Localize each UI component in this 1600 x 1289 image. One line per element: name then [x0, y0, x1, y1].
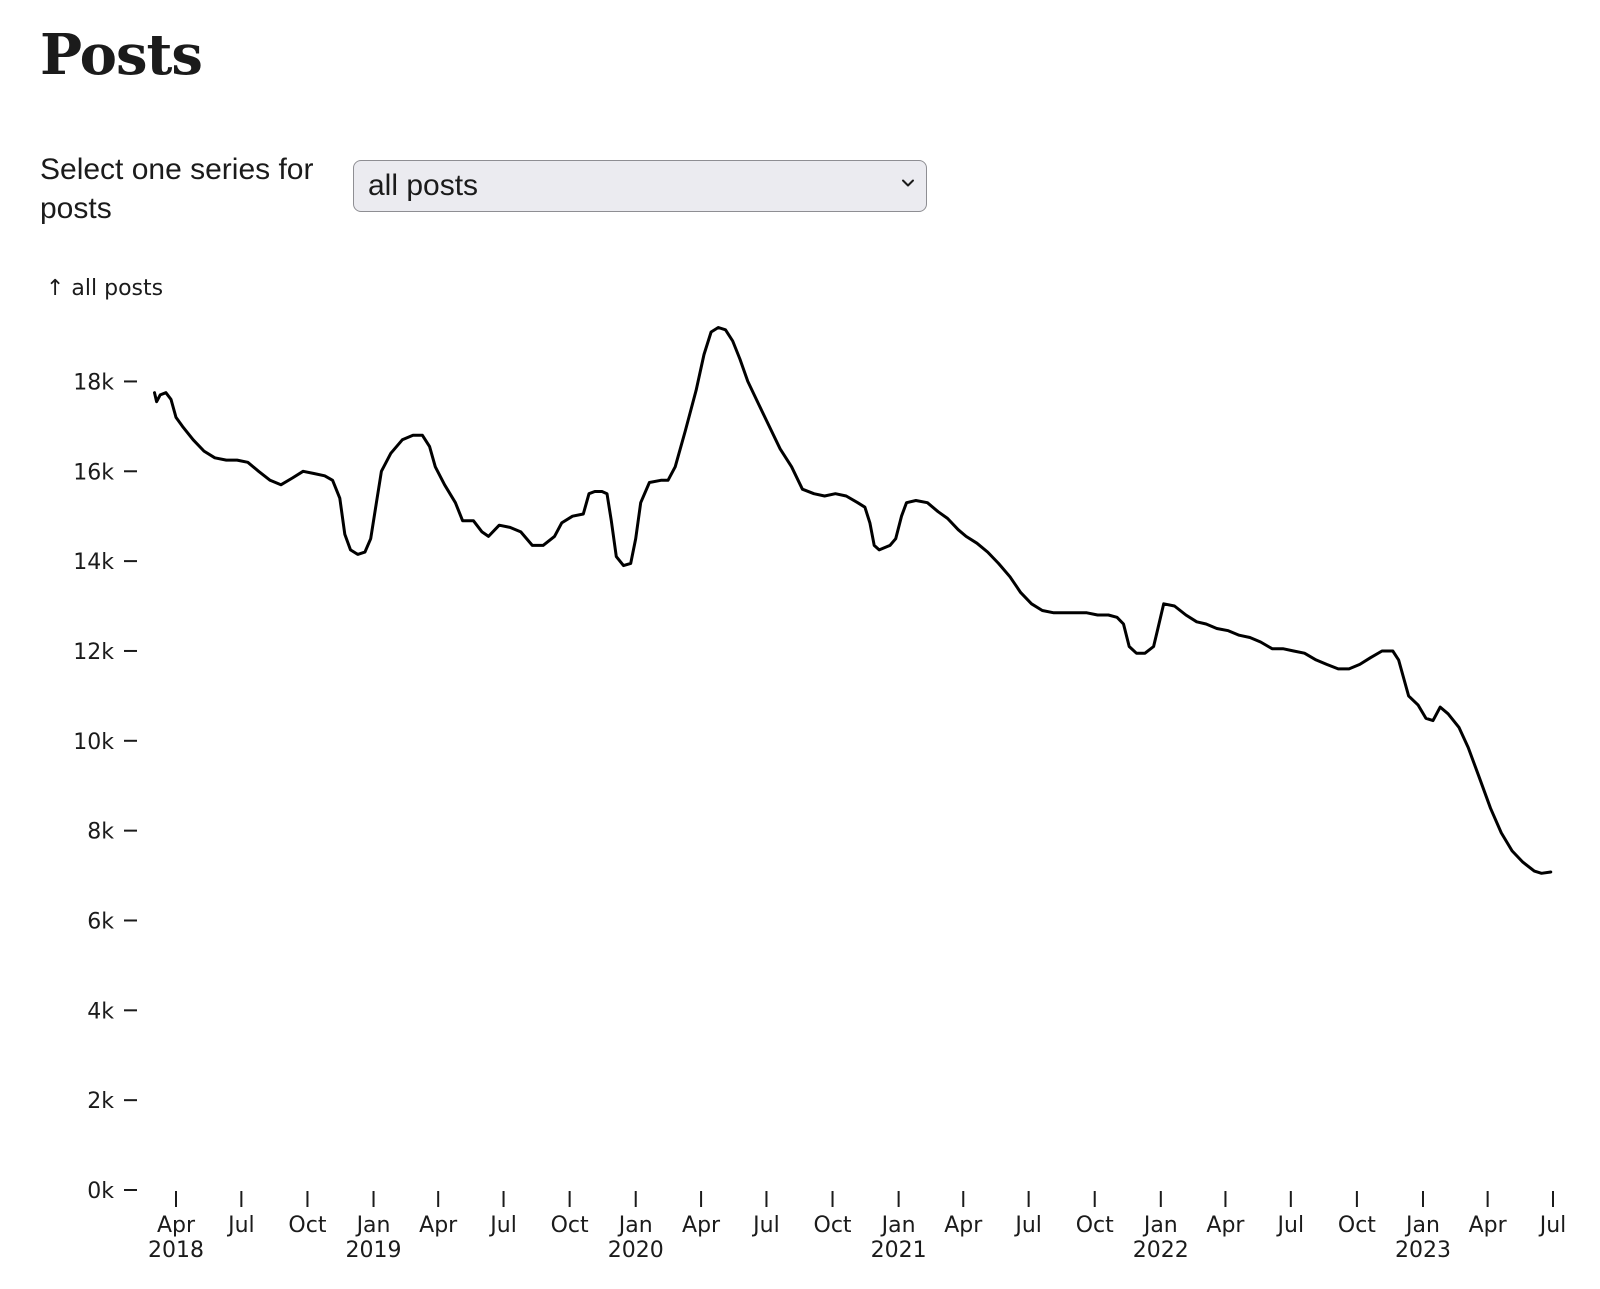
x-tick-label: Apr [419, 1213, 458, 1238]
series-select-label: Select one series for posts [40, 153, 314, 225]
x-tick-label: Apr [1469, 1213, 1508, 1238]
y-tick-label: 2k [87, 1089, 114, 1114]
x-tick-label: Apr [944, 1213, 983, 1238]
x-tick-label: Jul [488, 1213, 517, 1238]
y-tick-label: 6k [87, 909, 114, 934]
x-tick-year-label: 2023 [1395, 1238, 1451, 1263]
y-tick-label: 10k [73, 730, 114, 755]
y-axis-label: ↑ all posts [46, 276, 163, 301]
page-title: Posts [40, 22, 203, 88]
y-tick-label: 4k [87, 999, 114, 1024]
x-tick-year-label: 2022 [1133, 1238, 1189, 1263]
y-tick-label: 18k [73, 370, 114, 395]
x-tick-label: Jul [1538, 1213, 1567, 1238]
x-tick-label: Jan [355, 1213, 391, 1238]
x-tick-label: Jul [1276, 1213, 1305, 1238]
x-tick-label: Oct [1076, 1213, 1114, 1238]
x-tick-label: Jul [751, 1213, 780, 1238]
x-tick-year-label: 2018 [148, 1238, 204, 1263]
y-tick-label: 12k [73, 640, 114, 665]
x-tick-label: Oct [814, 1213, 852, 1238]
x-tick-label: Apr [682, 1213, 721, 1238]
series-select-value: all posts [368, 169, 479, 202]
x-tick-year-label: 2019 [346, 1238, 402, 1263]
posts-line-chart: ↑ all posts0k2k4k6k8k10k12k14k16k18kApr2… [46, 276, 1567, 1263]
x-tick-label: Apr [157, 1213, 196, 1238]
x-tick-label: Jul [1013, 1213, 1042, 1238]
y-tick-label: 14k [73, 550, 114, 575]
series-select[interactable]: all posts [353, 160, 927, 212]
x-tick-label: Jan [1142, 1213, 1178, 1238]
x-tick-label: Jan [880, 1213, 916, 1238]
x-tick-label: Oct [1338, 1213, 1376, 1238]
chevron-down-icon [902, 179, 914, 187]
x-tick-label: Oct [288, 1213, 326, 1238]
x-tick-label: Jan [617, 1213, 653, 1238]
x-tick-label: Jul [226, 1213, 255, 1238]
y-tick-label: 0k [87, 1179, 114, 1204]
x-tick-label: Oct [551, 1213, 589, 1238]
y-tick-label: 8k [87, 820, 114, 845]
y-tick-label: 16k [73, 460, 114, 485]
x-tick-year-label: 2020 [608, 1238, 664, 1263]
x-tick-label: Apr [1206, 1213, 1245, 1238]
series-line-all-posts [153, 326, 1553, 875]
x-tick-label: Jan [1404, 1213, 1440, 1238]
x-tick-year-label: 2021 [871, 1238, 927, 1263]
